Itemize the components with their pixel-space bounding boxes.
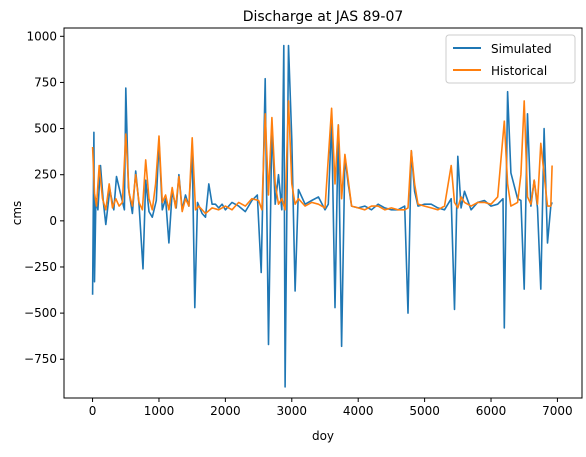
y-tick-label: −750 (24, 352, 57, 366)
legend-label-simulated: Simulated (491, 42, 552, 56)
x-tick-label: 3000 (277, 404, 308, 418)
legend-label-historical: Historical (491, 64, 547, 78)
x-tick-label: 0 (89, 404, 97, 418)
x-axis-label: doy (312, 429, 334, 443)
x-tick-label: 7000 (542, 404, 573, 418)
y-tick-label: 500 (34, 122, 57, 136)
x-tick-label: 4000 (343, 404, 374, 418)
series-layer (91, 44, 553, 388)
y-tick-label: −500 (24, 306, 57, 320)
x-tick-label: 5000 (409, 404, 440, 418)
plot-area: 0 1000 2000 3000 4000 5000 6000 7000 −750−500−2… (24, 27, 583, 418)
legend: Simulated Historical (445, 34, 576, 84)
x-tick-label: 6000 (476, 404, 507, 418)
x-tick-label: 1000 (144, 404, 175, 418)
y-tick-label: 0 (49, 214, 57, 228)
x-tick-label: 2000 (210, 404, 241, 418)
x-axis: 0 1000 2000 3000 4000 5000 6000 7000 (89, 398, 573, 418)
y-axis: −750 −500 −250 0 250 500 750 1000 (24, 29, 64, 366)
chart-title: Discharge at JAS 89-07 (243, 9, 404, 25)
y-tick-label: 250 (34, 168, 57, 182)
series-line-historical (91, 100, 553, 215)
y-tick-label: −250 (24, 260, 57, 274)
y-axis-label: cms (10, 201, 24, 226)
y-tick-label: 1000 (26, 29, 57, 43)
plot-frame (63, 27, 583, 399)
y-tick-label: 750 (34, 75, 57, 89)
